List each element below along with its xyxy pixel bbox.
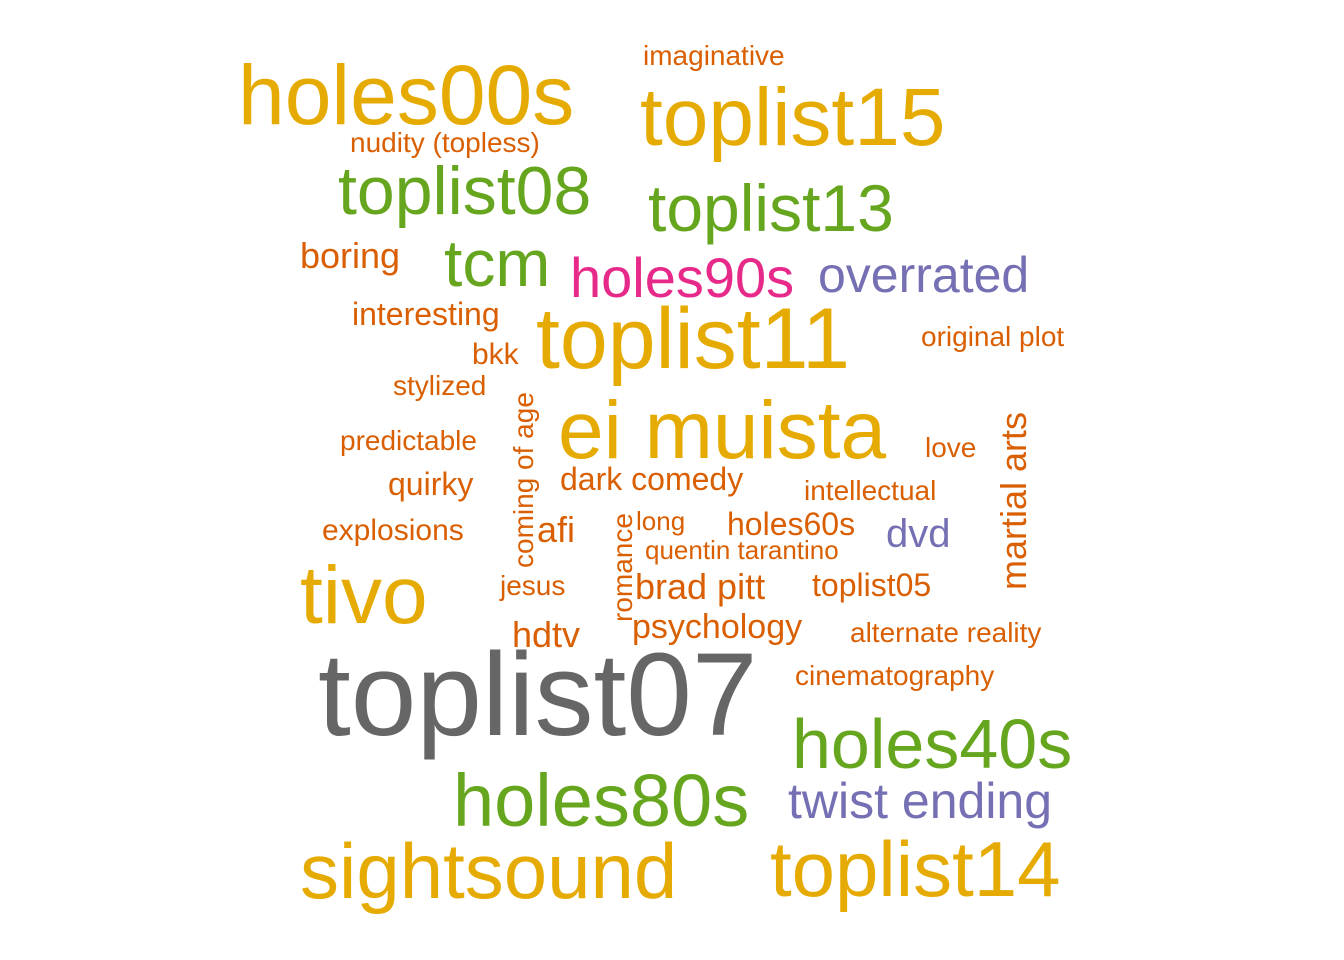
word-ei-muista: ei muista	[558, 385, 887, 476]
word-predictable: predictable	[340, 425, 477, 456]
word-cinematography: cinematography	[795, 660, 994, 691]
word-interesting: interesting	[352, 296, 500, 332]
word-dvd: dvd	[886, 512, 951, 556]
word-holes80s: holes80s	[453, 759, 749, 842]
word-romance: romance	[607, 513, 638, 622]
word-tcm: tcm	[444, 226, 550, 300]
word-toplist08: toplist08	[338, 153, 591, 229]
word-love: love	[925, 432, 976, 463]
word-imaginative: imaginative	[643, 40, 785, 71]
word-toplist07: toplist07	[318, 629, 758, 761]
word-stylized: stylized	[393, 370, 486, 401]
word-boring: boring	[300, 235, 400, 276]
word-holes60s: holes60s	[727, 506, 855, 542]
word-toplist05: toplist05	[812, 567, 931, 603]
word-holes90s: holes90s	[570, 246, 794, 309]
word-toplist14: toplist14	[770, 825, 1061, 913]
word-bkk: bkk	[472, 338, 520, 371]
word-nudity-topless: nudity (topless)	[350, 127, 540, 158]
word-tivo: tivo	[300, 550, 428, 641]
word-original-plot: original plot	[921, 321, 1064, 352]
word-toplist13: toplist13	[648, 171, 894, 245]
word-quirky: quirky	[388, 466, 473, 502]
word-overrated: overrated	[818, 247, 1029, 303]
word-long: long	[636, 506, 685, 536]
word-quentin-tarantino: quentin tarantino	[645, 535, 839, 565]
word-toplist15: toplist15	[640, 72, 945, 163]
word-twist-ending: twist ending	[788, 773, 1052, 829]
word-explosions: explosions	[322, 514, 464, 547]
word-jesus: jesus	[499, 570, 565, 601]
word-holes40s: holes40s	[792, 705, 1072, 783]
word-toplist11: toplist11	[536, 291, 850, 387]
word-holes00s: holes00s	[238, 48, 574, 142]
word-intellectual: intellectual	[804, 475, 936, 506]
word-afi: afi	[537, 509, 575, 550]
word-hdtv: hdtv	[512, 614, 580, 655]
word-psychology: psychology	[632, 608, 802, 646]
word-coming-of-age: coming of age	[508, 392, 539, 568]
word-sightsound: sightsound	[300, 827, 677, 915]
word-martial-arts: martial arts	[993, 412, 1034, 590]
word-dark-comedy: dark comedy	[560, 461, 743, 497]
word-alternate-reality: alternate reality	[850, 617, 1041, 648]
word-brad-pitt: brad pitt	[635, 566, 765, 607]
